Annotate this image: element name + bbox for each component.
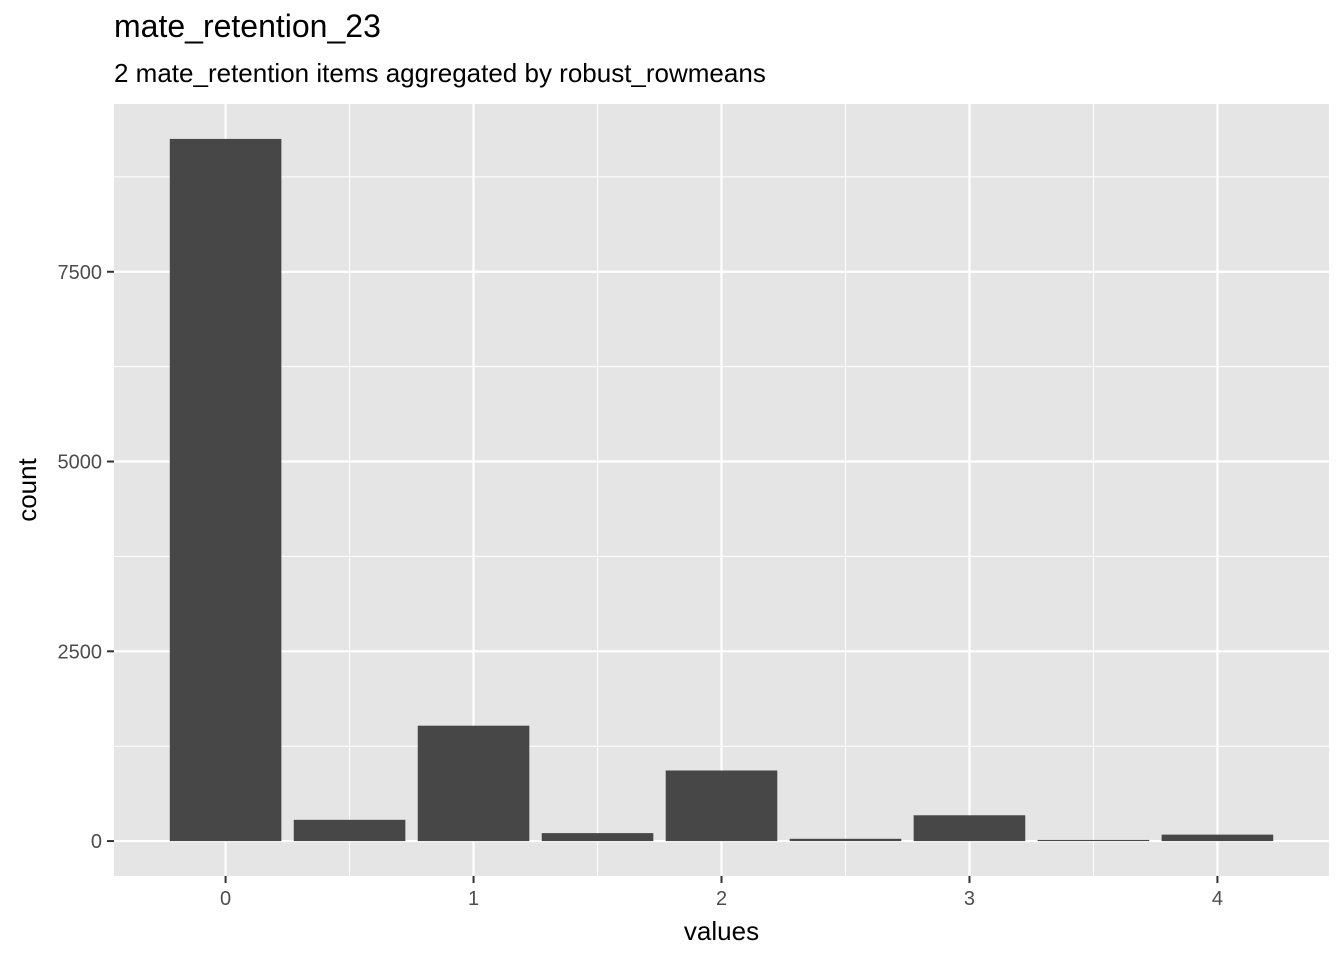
y-axis: 0 2500 5000 7500 — [58, 262, 114, 853]
bar — [1161, 834, 1274, 842]
x-tick-label: 3 — [964, 888, 975, 910]
y-tick-label: 5000 — [58, 452, 103, 474]
bar — [789, 838, 902, 842]
chart-title: mate_retention_23 — [114, 8, 381, 44]
x-tick-label: 2 — [716, 888, 727, 910]
bar — [417, 725, 530, 842]
bar — [913, 815, 1026, 842]
bar — [665, 770, 778, 842]
y-tick-label: 2500 — [58, 641, 103, 663]
y-tick-label: 7500 — [58, 262, 103, 284]
bar — [293, 819, 406, 842]
bar — [1037, 839, 1150, 842]
x-tick-label: 4 — [1212, 888, 1223, 910]
x-axis-title: values — [684, 916, 759, 946]
y-tick-label: 0 — [91, 831, 102, 853]
chart-subtitle: 2 mate_retention items aggregated by rob… — [114, 58, 766, 88]
bar — [541, 833, 654, 842]
x-tick-label: 1 — [468, 888, 479, 910]
bars-group — [169, 138, 1274, 842]
y-axis-title: count — [12, 457, 42, 521]
x-tick-label: 0 — [220, 888, 231, 910]
x-axis: 0 1 2 3 4 — [220, 876, 1223, 910]
bar — [169, 138, 282, 842]
